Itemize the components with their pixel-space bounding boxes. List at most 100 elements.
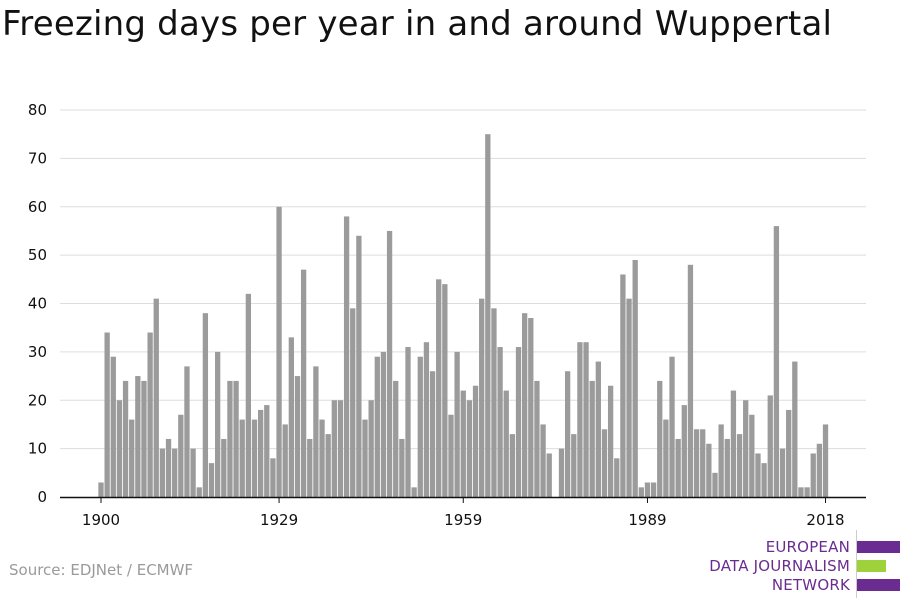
x-tick-label: 1989 — [628, 511, 666, 529]
bar-1964 — [491, 308, 497, 497]
bar-1928 — [270, 458, 276, 497]
bar-1953 — [423, 342, 430, 497]
bar-1904 — [122, 380, 129, 497]
bar-1993 — [669, 356, 675, 497]
bar-2011 — [779, 448, 786, 497]
bar-1933 — [300, 269, 307, 497]
bar-1905 — [129, 419, 135, 497]
bar-1919 — [215, 351, 221, 497]
bar-1989 — [644, 482, 651, 497]
bar-1918 — [208, 463, 215, 497]
bar-1954 — [429, 371, 436, 497]
bar-1977 — [571, 434, 577, 497]
bar-1965 — [497, 347, 503, 497]
bar-1972 — [540, 424, 546, 497]
y-tick-label: 70 — [28, 149, 47, 167]
bar-2002 — [724, 438, 730, 497]
logo-bar-3 — [857, 579, 900, 591]
bar-1991 — [657, 380, 663, 497]
x-axis: 1900 1929 1959 1989 2018 — [60, 496, 866, 529]
bar-1917 — [202, 313, 209, 497]
bar-1941 — [350, 308, 356, 497]
bar-1996 — [687, 264, 694, 497]
bar-2010 — [773, 226, 780, 497]
edjnet-logo: EUROPEAN DATA JOURNALISM NETWORK — [700, 530, 900, 598]
bar-1925 — [251, 419, 258, 497]
logo-line-2: DATA JOURNALISM — [709, 557, 850, 575]
y-tick-label: 40 — [28, 295, 47, 313]
bar-1940 — [343, 216, 350, 498]
bar-1913 — [178, 414, 184, 497]
bar-1924 — [245, 293, 252, 497]
bar-1952 — [417, 356, 423, 497]
bar-2003 — [730, 390, 737, 497]
y-tick-label: 60 — [28, 198, 47, 216]
x-tick-label: 2018 — [806, 511, 844, 529]
bar-2009 — [767, 395, 773, 497]
bar-1912 — [172, 448, 178, 497]
bar-1920 — [221, 438, 227, 497]
bar-1967 — [509, 434, 516, 497]
bar-1927 — [264, 405, 270, 497]
bar-1909 — [153, 298, 159, 497]
bar-1973 — [546, 453, 552, 497]
bar-1947 — [386, 230, 393, 497]
bar-1907 — [141, 380, 147, 497]
bar-1975 — [558, 448, 565, 497]
bar-1960 — [466, 400, 473, 497]
bar-1983 — [607, 385, 614, 497]
bar-1926 — [257, 409, 264, 497]
bar-2007 — [755, 453, 761, 497]
bar-2015 — [804, 487, 810, 497]
y-tick-label: 0 — [37, 488, 47, 506]
bar-1935 — [313, 366, 319, 497]
bar-1957 — [448, 414, 454, 497]
bar-1943 — [362, 419, 368, 497]
bar-1921 — [227, 380, 233, 497]
bar-1929 — [276, 206, 282, 497]
logo-separator — [856, 530, 857, 598]
chart-title: Freezing days per year in and around Wup… — [2, 4, 833, 44]
bar-1906 — [135, 376, 141, 497]
y-tick-label: 50 — [28, 246, 47, 264]
bar-1958 — [454, 351, 460, 497]
y-tick-label: 10 — [28, 440, 47, 458]
bar-1944 — [368, 400, 374, 497]
bar-1986 — [626, 298, 632, 497]
bar-1911 — [165, 438, 172, 497]
bar-1937 — [325, 434, 331, 497]
bar-2018 — [822, 424, 829, 497]
bar-2017 — [816, 443, 823, 497]
bar-1992 — [663, 419, 669, 497]
y-tick-label: 80 — [28, 101, 47, 119]
bar-1955 — [436, 279, 442, 497]
bar-1969 — [522, 313, 528, 497]
bar-1951 — [411, 487, 417, 497]
bar-1903 — [116, 400, 123, 497]
bar-1966 — [503, 390, 509, 497]
bar-1915 — [190, 448, 196, 497]
bar-1932 — [294, 376, 301, 497]
bar-1946 — [380, 351, 387, 497]
bar-2000 — [712, 472, 718, 497]
bar-1961 — [472, 385, 479, 497]
bar-1930 — [282, 424, 288, 497]
bar-1962 — [479, 298, 485, 497]
bar-1980 — [589, 380, 595, 497]
logo-bar-2 — [857, 560, 886, 572]
bar-1978 — [577, 342, 583, 497]
bar-1968 — [515, 347, 522, 497]
y-tick-label: 30 — [28, 343, 47, 361]
bar-1999 — [706, 443, 712, 497]
bar-1988 — [638, 487, 644, 497]
bar-2008 — [761, 463, 767, 497]
y-axis-labels: 0 10 20 30 40 50 60 70 80 — [28, 101, 47, 506]
bar-1916 — [196, 487, 202, 497]
bar-1902 — [110, 356, 116, 497]
bar-1959 — [460, 390, 466, 497]
x-tick-label: 1959 — [444, 511, 482, 529]
bar-1997 — [693, 429, 700, 497]
bar-2001 — [718, 424, 724, 497]
bar-1948 — [393, 380, 399, 497]
